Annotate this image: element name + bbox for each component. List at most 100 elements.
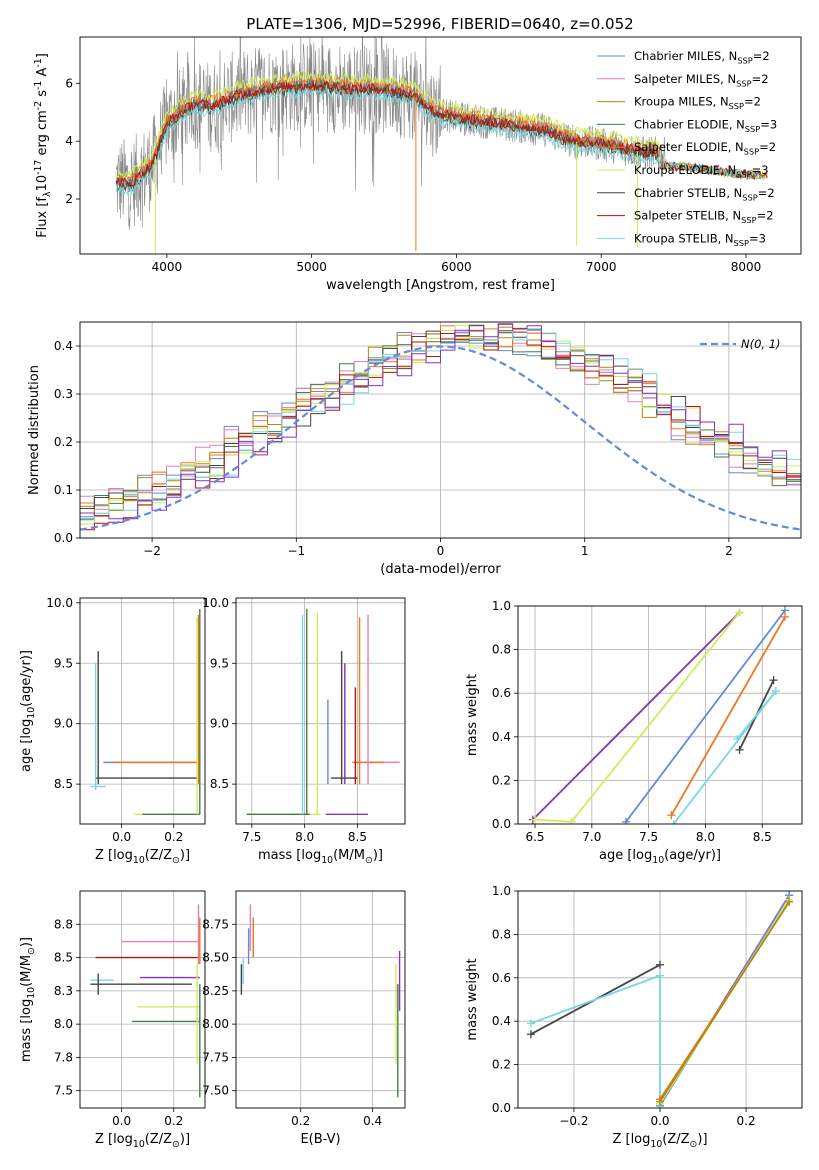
x-axis-label: E(B-V) (300, 1132, 340, 1147)
x-tick-label: 7.5 (242, 830, 261, 844)
x-tick-label: 8000 (731, 260, 762, 274)
y-tick-label: 0.2 (492, 773, 511, 787)
legend-label: Salpeter MILES, NSSP=2 (634, 72, 769, 88)
y-tick-label: 8.8 (54, 917, 73, 931)
x-tick-label: 0.2 (164, 830, 183, 844)
x-tick-label: −1 (287, 544, 305, 558)
plot-area: 4000 5000 6000 7000 8000 2 4 6 wavelength [Angst… (19, 36, 803, 1150)
y-tick-label: 8.3 (54, 984, 73, 998)
series-point (621, 817, 630, 824)
axes-frame (79, 36, 802, 255)
y-tick-label: 0.8 (492, 927, 511, 941)
weight-age-marks (528, 606, 789, 824)
legend-label: Salpeter STELIB, NSSP=2 (634, 209, 774, 225)
model-spectrum-kroupa-stelib (115, 86, 761, 196)
series-point (733, 734, 742, 743)
y-tick-label: 9.0 (54, 717, 73, 731)
y-tick-label: 8.50 (202, 951, 229, 965)
mass-Z-marks (90, 904, 201, 1098)
y-tick-label: 7.50 (202, 1084, 229, 1098)
y-tick-label: 10.0 (46, 596, 73, 610)
axes-frame (79, 890, 206, 1109)
legend-label: Chabrier MILES, NSSP=2 (634, 49, 770, 65)
series-point (735, 745, 744, 754)
x-tick-label: −2 (143, 544, 161, 558)
x-tick-label: 0.0 (112, 830, 131, 844)
spectrum-axes: 4000 5000 6000 7000 8000 2 4 6 wavelength [Angst… (33, 36, 802, 293)
x-tick-label: 8.0 (696, 830, 715, 844)
x-tick-label: 0.4 (363, 1114, 382, 1128)
histogram-salpeter-elodie (80, 325, 801, 517)
series-line (659, 901, 790, 1102)
y-axis-label: mass weight (465, 958, 480, 1040)
series-point (771, 687, 780, 696)
x-tick-label: 0 (437, 544, 445, 558)
y-tick-label: 1.0 (492, 884, 511, 898)
series-point (735, 608, 744, 617)
y-tick-label: 0.4 (54, 339, 73, 353)
x-tick-label: 0.2 (737, 1114, 756, 1128)
series-line (736, 690, 777, 740)
axes-frame (235, 597, 406, 825)
weight-age-axes: 6.5 7.0 7.5 8.0 8.5 0.0 0.2 0.4 0.6 0.8 1.0 age [lo… (465, 599, 803, 866)
series-point (656, 960, 664, 969)
x-axis-label: (data-model)/error (380, 562, 501, 577)
x-tick-label: 4000 (152, 260, 183, 274)
age-Z-marks (90, 608, 201, 816)
x-tick-label: 8.0 (295, 830, 314, 844)
age-mass-marks (246, 608, 400, 816)
weight-Z-marks (526, 891, 794, 1108)
y-tick-label: 9.5 (210, 656, 229, 670)
x-tick-label: 8.5 (753, 830, 772, 844)
figure-title: PLATE=1306, MJD=52996, FIBERID=0640, z=0… (246, 15, 633, 33)
y-tick-label: 0.0 (492, 817, 511, 831)
x-axis-label: mass [log10(M/M⊙)] (258, 848, 383, 866)
series-point (667, 811, 676, 820)
y-tick-label: 7.8 (54, 1050, 73, 1064)
y-tick-label: 7.5 (54, 1084, 73, 1098)
legend-label: N(0, 1) (741, 337, 781, 351)
x-tick-label: 6.5 (525, 830, 544, 844)
series-point (780, 612, 789, 621)
y-tick-label: 0.6 (492, 686, 511, 700)
x-tick-label: 0.0 (112, 1114, 131, 1128)
y-tick-label: 9.0 (210, 717, 229, 731)
y-tick-label: 0.2 (54, 435, 73, 449)
y-tick-label: 9.5 (54, 656, 73, 670)
legend-label: Kroupa ELODIE, NSSP=3 (634, 163, 769, 179)
y-tick-label: 10.0 (202, 596, 229, 610)
y-tick-label: 8.5 (54, 951, 73, 965)
x-tick-label: 7000 (586, 260, 617, 274)
y-tick-label: 0.4 (492, 1014, 511, 1028)
legend-label: Kroupa STELIB, NSSP=3 (634, 231, 766, 247)
legend-label: Salpeter ELODIE, NSSP=2 (634, 140, 776, 156)
y-axis-label: mass weight (465, 674, 480, 756)
x-tick-label: 1 (581, 544, 589, 558)
y-tick-label: 7.75 (202, 1050, 229, 1064)
axes-frame (235, 890, 406, 1109)
series-line (530, 974, 661, 1025)
series-point (531, 815, 540, 824)
mass-EBV-axes: 0.2 0.4 7.50 7.75 8.00 8.25 8.50 8.75 E(B-V) (202, 890, 406, 1147)
legend-label: Chabrier ELODIE, NSSP=3 (634, 117, 777, 133)
y-axis-label: age [log10(age/yr)] (19, 650, 37, 772)
x-tick-label: 5000 (296, 260, 327, 274)
series-point (526, 1019, 535, 1028)
series-point (656, 1097, 664, 1106)
weight-Z-axes: −0.2 0.0 0.2 0.0 0.2 0.4 0.6 0.8 1.0 Z [log10(Z/Z… (465, 884, 803, 1150)
age-Z-axes: 0.0 0.2 8.5 9.0 9.5 10.0 Z [log10(Z/Z⊙)] age [l… (19, 596, 206, 866)
y-tick-label: 0.0 (54, 531, 73, 545)
x-axis-label: Z [log10(Z/Z⊙)] (95, 1132, 190, 1150)
normal-curve (80, 345, 801, 531)
y-tick-label: 4 (65, 134, 73, 148)
axes-frame (79, 321, 802, 539)
series-point (785, 897, 794, 906)
series-line (532, 611, 741, 821)
axes-frame (79, 597, 206, 825)
y-tick-label: 8.00 (202, 1017, 229, 1031)
y-tick-label: 0.8 (492, 643, 511, 657)
residuals-axes: −2 −1 0 1 2 0.0 0.1 0.2 0.3 0.4 (data-model)/error… (27, 321, 802, 577)
axes-frame (517, 605, 803, 825)
x-axis-label: age [log10(age/yr)] (599, 848, 721, 866)
series-point (769, 676, 778, 685)
